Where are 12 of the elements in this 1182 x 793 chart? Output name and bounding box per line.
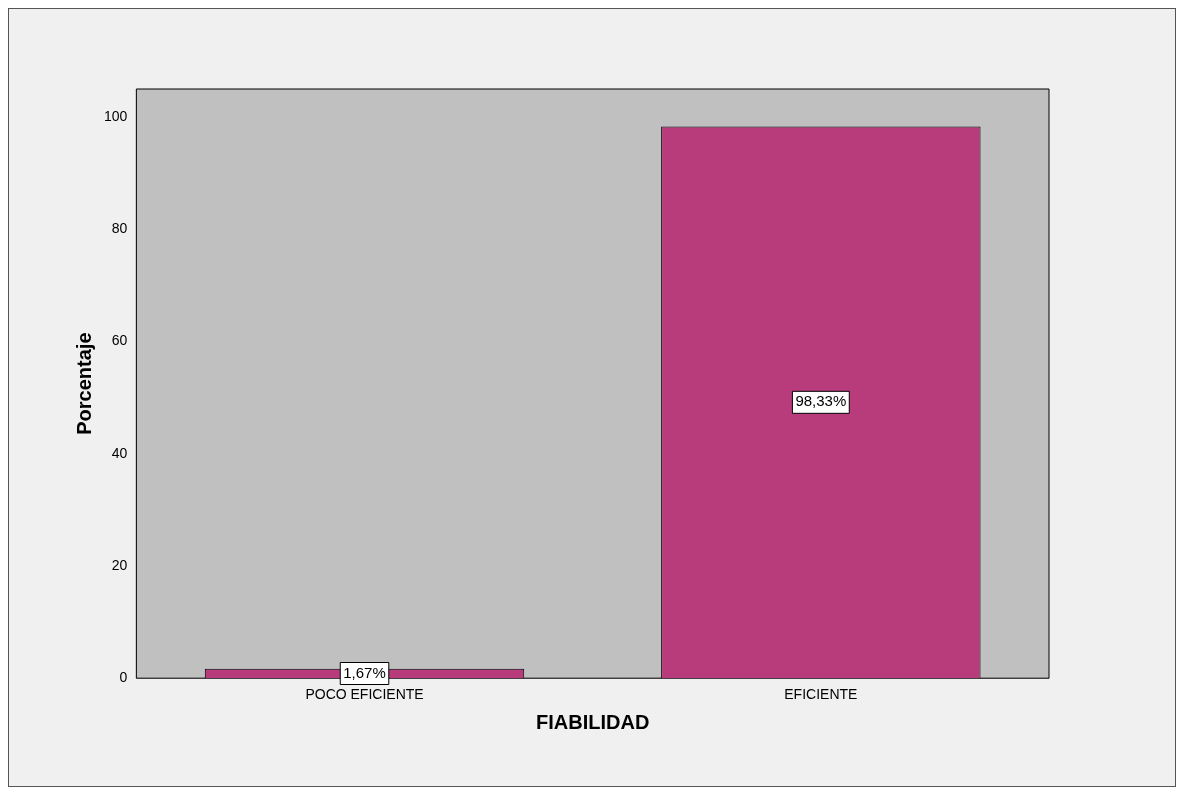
x-tick-label: EFICIENTE bbox=[784, 686, 858, 703]
y-tick-label: 100 bbox=[104, 107, 128, 124]
y-tick-label: 0 bbox=[119, 669, 128, 686]
y-axis-title: Porcentaje bbox=[72, 332, 95, 435]
y-tick-label: 80 bbox=[111, 220, 128, 237]
y-tick-label: 20 bbox=[111, 556, 128, 573]
x-tick-label: POCO EFICIENTE bbox=[305, 686, 424, 703]
y-tick-label: 40 bbox=[111, 444, 128, 461]
data-label: 98,33% bbox=[795, 392, 847, 410]
x-axis-title: FIABILIDAD bbox=[536, 710, 650, 733]
data-label: 1,67% bbox=[343, 663, 386, 681]
y-tick-label: 60 bbox=[111, 332, 128, 349]
